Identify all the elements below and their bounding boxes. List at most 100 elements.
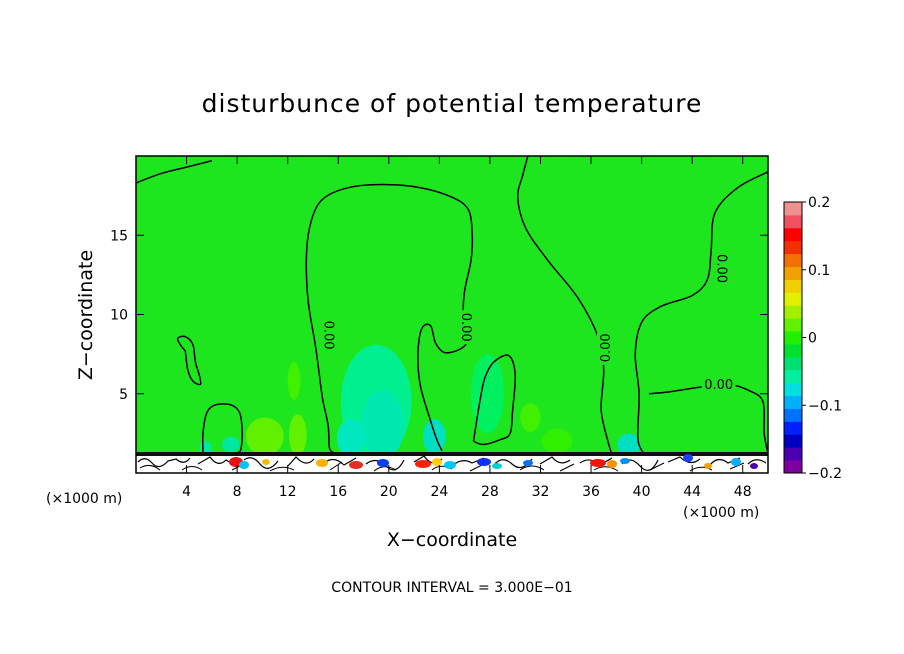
contour-line-small-loop-bottom-left	[201, 403, 243, 454]
colorbar-swatch	[784, 331, 802, 345]
x-tick-label: 12	[279, 484, 297, 500]
colorbar-swatch	[784, 356, 802, 371]
colorbar-swatch	[784, 382, 802, 397]
anomaly-blob	[360, 390, 404, 461]
contour-label: 0.00	[704, 378, 733, 393]
colorbar-swatch	[784, 447, 802, 461]
colorbar-tick-label: −0.2	[808, 466, 842, 482]
contour-line-small-loop-mid	[472, 354, 517, 446]
surface-hot-spot	[432, 458, 442, 466]
contour-interval-note: CONTOUR INTERVAL = 3.000E−01	[331, 580, 572, 596]
x-axis-label: X−coordinate	[387, 529, 517, 551]
colorbar-swatch	[784, 421, 802, 435]
anomaly-blob	[221, 436, 240, 453]
contour-label-bg	[701, 376, 736, 393]
surface-cold-spot	[731, 458, 741, 466]
colorbar-swatch	[784, 408, 802, 422]
x-unit-label-right: (×1000 m)	[683, 505, 759, 521]
contour-lines	[136, 156, 768, 455]
surface-noise-band	[136, 452, 768, 473]
x-tick-label: 48	[734, 484, 752, 500]
chart-title: disturbunce of potential temperature	[202, 89, 703, 118]
anomaly-blob	[520, 403, 541, 432]
colorbar-swatch	[784, 266, 802, 280]
surface-cold-spot	[750, 463, 758, 469]
colorbar-swatch	[784, 202, 802, 216]
contour-label: 0.00	[713, 254, 728, 283]
anomaly-blob	[617, 433, 641, 456]
contour-line-right-descending	[516, 156, 612, 453]
colorbar-tick-label: 0.2	[808, 195, 830, 211]
x-tick-label: 24	[430, 484, 448, 500]
surface-hot-spot	[349, 461, 363, 469]
anomaly-blob	[245, 417, 284, 456]
anomaly-blob	[470, 354, 504, 434]
surface-cold-spot	[377, 459, 389, 467]
contour-line-left-bottom-contact	[319, 384, 334, 453]
colorbar-swatch	[784, 227, 802, 242]
x-unit-label-left: (×1000 m)	[46, 491, 122, 507]
colorbar-swatch	[784, 318, 802, 332]
contour-line-right-inner	[649, 383, 768, 455]
surface-cold-spot	[620, 458, 630, 464]
contour-labels: 0.00 0.00 0.00 0.00 0.00	[320, 251, 736, 393]
x-tick-label: 40	[633, 484, 651, 500]
anomaly-blob	[288, 414, 307, 456]
surface-hot-spot	[607, 460, 617, 468]
contour-label: 0.00	[458, 313, 473, 342]
colorbar-swatch	[784, 240, 802, 255]
x-tick-label: 20	[380, 484, 398, 500]
colorbar-swatch	[784, 460, 802, 474]
surface-noise-lines-2	[139, 461, 745, 472]
y-axis-ticks: 5 10 15	[110, 228, 768, 403]
colorbar-swatch	[784, 343, 802, 358]
contour-label-bg	[596, 330, 613, 365]
x-tick-label: 8	[233, 484, 242, 500]
colorbar-swatch	[784, 292, 802, 306]
contour-label: 0.00	[320, 321, 335, 350]
y-tick-label: 5	[119, 387, 128, 403]
contour-label-bg	[459, 310, 476, 345]
surface-cold-spot	[444, 461, 456, 469]
x-tick-label: 44	[683, 484, 701, 500]
colorbar-swatch	[784, 369, 802, 384]
colorbar-swatch	[784, 279, 802, 293]
surface-band-top-edge	[136, 452, 768, 456]
contour-line-top-left	[136, 160, 213, 184]
plot-background	[136, 156, 768, 473]
contour-label-bg	[321, 318, 338, 353]
surface-hot-spot	[316, 459, 328, 467]
y-tick-label: 10	[110, 308, 128, 324]
contour-label: 0.00	[599, 333, 614, 362]
contour-line-central-dome	[305, 183, 474, 452]
contour-label-bg	[714, 251, 731, 286]
x-tick-label: 4	[182, 484, 191, 500]
x-tick-label: 28	[481, 484, 499, 500]
x-axis-ticks: 4 8 12 16 20 24 28 32 36 40 44 48	[182, 156, 752, 500]
y-tick-label: 15	[110, 228, 128, 244]
anomaly-blobs	[199, 344, 641, 461]
colorbar-tick-label: −0.1	[808, 398, 842, 414]
colorbar-tick-label: 0.1	[808, 263, 830, 279]
surface-cold-spot	[477, 458, 491, 466]
colorbar	[783, 201, 803, 474]
x-tick-label: 32	[532, 484, 550, 500]
colorbar-swatch	[784, 214, 802, 229]
contour-line-small-loop-left	[176, 335, 202, 386]
contour-line-right-dome	[634, 171, 768, 453]
surface-hot-spot	[704, 463, 712, 469]
surface-hot-spot	[262, 459, 270, 465]
colorbar-swatch	[784, 253, 802, 268]
surface-cold-spot	[492, 463, 502, 469]
anomaly-blob	[336, 419, 365, 458]
y-axis-label: Z−coordinate	[75, 250, 97, 380]
surface-hot-spot	[590, 459, 606, 467]
colorbar-swatch	[784, 305, 802, 319]
anomaly-blob	[422, 419, 446, 454]
x-tick-label: 16	[329, 484, 347, 500]
surface-cold-spot	[523, 460, 533, 466]
anomaly-blob	[541, 428, 573, 454]
colorbar-tick-label: 0	[808, 331, 817, 347]
surface-cold-spot	[239, 461, 249, 469]
